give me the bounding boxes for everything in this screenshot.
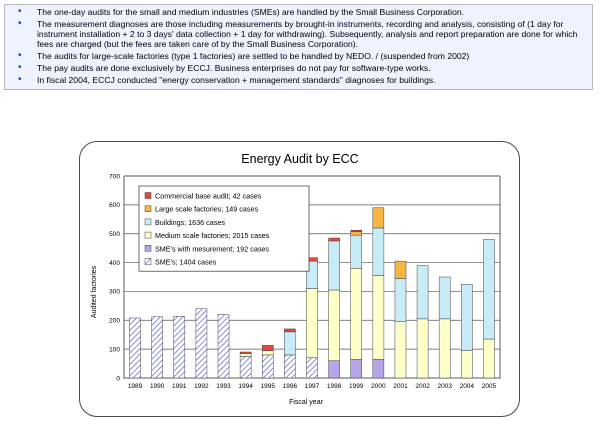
- y-tick-label: 400: [109, 260, 120, 267]
- bar-sme-1989: [129, 317, 141, 379]
- bar-large_scale-2000: [372, 207, 385, 229]
- bar-medium_scale-2001: [394, 321, 407, 379]
- bar-sme-1994: [239, 356, 252, 379]
- legend-box: [138, 185, 310, 272]
- y-tick-label: 700: [109, 173, 120, 180]
- bar-commercial-1998: [328, 237, 340, 242]
- bar-buildings-1996: [284, 331, 296, 356]
- note-item: The audits for large-scale factories (ty…: [11, 51, 586, 61]
- notes-box: The one-day audits for the small and med…: [4, 4, 593, 91]
- legend-label-buildings: Buildings; 1636 cases: [155, 218, 225, 227]
- bar-sme_measurement-2000: [372, 358, 385, 379]
- x-tick-label: 1995: [261, 383, 276, 390]
- x-tick-label: 1998: [327, 383, 342, 390]
- note-item: The pay audits are done exclusively by E…: [11, 63, 586, 73]
- bar-sme-1990: [151, 316, 163, 379]
- bar-sme-1993: [217, 314, 230, 379]
- x-tick-label: 1997: [305, 383, 320, 390]
- bar-buildings-1999: [350, 234, 363, 269]
- bar-commercial-1995: [261, 345, 274, 351]
- bar-sme-1996: [284, 354, 296, 379]
- x-tick-label: 1996: [283, 383, 298, 390]
- x-tick-label: 1993: [216, 383, 231, 390]
- bars-layer: [129, 207, 495, 379]
- chart-title: Energy Audit by ECC: [241, 152, 358, 166]
- bar-medium_scale-1994: [239, 353, 252, 357]
- bar-commercial-1994: [239, 351, 252, 354]
- bar-buildings-2005: [483, 239, 495, 340]
- y-tick-label: 100: [109, 346, 120, 353]
- x-tick-label: 2001: [393, 383, 408, 390]
- y-tick-label: 300: [109, 289, 120, 296]
- bar-medium_scale-2005: [483, 338, 495, 379]
- bar-medium_scale-2003: [438, 318, 451, 379]
- y-tick-label: 600: [109, 202, 120, 209]
- bar-buildings-2002: [416, 265, 429, 320]
- x-tick-label: 1999: [349, 383, 364, 390]
- x-tick-label: 2005: [482, 383, 497, 390]
- bar-medium_scale-1998: [328, 289, 340, 361]
- bar-medium_scale-2002: [416, 318, 429, 379]
- bar-large_scale-1999: [350, 231, 363, 236]
- bar-sme_measurement-1998: [328, 360, 340, 379]
- note-item: The measurement diagnoses are those incl…: [11, 19, 586, 50]
- bar-sme_measurement-1999: [350, 358, 363, 379]
- legend-swatch-sme: [144, 258, 152, 265]
- legend-swatch-buildings: [144, 218, 152, 226]
- x-tick-label: 2000: [371, 383, 386, 390]
- bar-medium_scale-1999: [350, 268, 363, 360]
- x-axis-label: Fiscal year: [289, 399, 324, 406]
- note-item: The one-day audits for the small and med…: [11, 7, 586, 17]
- legend-label-sme: SME's; 1404 cases: [155, 258, 217, 267]
- bar-buildings-2000: [372, 227, 385, 276]
- bar-sme-1991: [173, 315, 186, 379]
- x-tick-label: 1992: [194, 383, 209, 390]
- bar-medium_scale-1995: [261, 350, 274, 356]
- axes-layer: 0 100 200 300 400 500 600 700 1989 1990 1991 1992 19…: [109, 173, 496, 390]
- legend-label-sme_measurement: SME's with mesurement; 192 cases: [155, 244, 269, 253]
- bar-buildings-2003: [438, 276, 451, 320]
- x-tick-label: 1990: [150, 383, 165, 390]
- legend-label-large_scale: Large scale factories; 149 cases: [155, 205, 258, 214]
- bar-medium_scale-2004: [461, 350, 473, 379]
- bar-commercial-1996: [284, 328, 296, 333]
- legend-swatch-commercial: [144, 192, 152, 199]
- bar-large_scale-2001: [394, 260, 407, 279]
- x-tick-label: 1991: [172, 383, 187, 390]
- bar-sme-1995: [261, 354, 274, 379]
- notes-list: The one-day audits for the small and med…: [11, 7, 586, 85]
- bar-medium_scale-2000: [372, 275, 385, 360]
- x-tick-label: 2003: [437, 383, 452, 390]
- bar-buildings-2001: [394, 278, 407, 322]
- bar-sme-1997: [306, 357, 318, 379]
- legend-label-commercial: Commercial base audit; 42 cases: [155, 192, 262, 201]
- y-axis-label: Audited factories: [91, 265, 98, 318]
- bar-medium_scale-1997: [306, 288, 318, 359]
- legend: Commercial base audit; 42 cases Large sca…: [138, 185, 310, 272]
- chart-frame: Energy Audit by ECC 0 100 200 300 400 500 600 7…: [79, 141, 520, 417]
- y-tick-label: 500: [109, 231, 120, 238]
- x-tick-label: 2004: [460, 383, 475, 390]
- legend-swatch-sme_measurement: [144, 245, 152, 252]
- bar-commercial-1999: [350, 230, 363, 232]
- bar-sme-1992: [195, 308, 208, 379]
- legend-swatch-medium_scale: [144, 231, 152, 239]
- bar-buildings-2004: [461, 283, 473, 351]
- x-tick-label: 1989: [128, 383, 143, 390]
- bar-buildings-1998: [328, 240, 340, 291]
- energy-audit-chart: Energy Audit by ECC 0 100 200 300 400 500 600 7…: [91, 152, 501, 406]
- x-tick-label: 2002: [415, 383, 430, 390]
- note-item: In fiscal 2004, ECCJ conducted "energy c…: [11, 75, 586, 85]
- y-tick-label: 200: [109, 318, 120, 325]
- legend-label-medium_scale: Medium scale factories; 2015 cases: [155, 231, 270, 240]
- y-tick-label: 0: [116, 375, 120, 382]
- legend-swatch-large_scale: [144, 205, 152, 212]
- x-tick-label: 1994: [238, 383, 253, 390]
